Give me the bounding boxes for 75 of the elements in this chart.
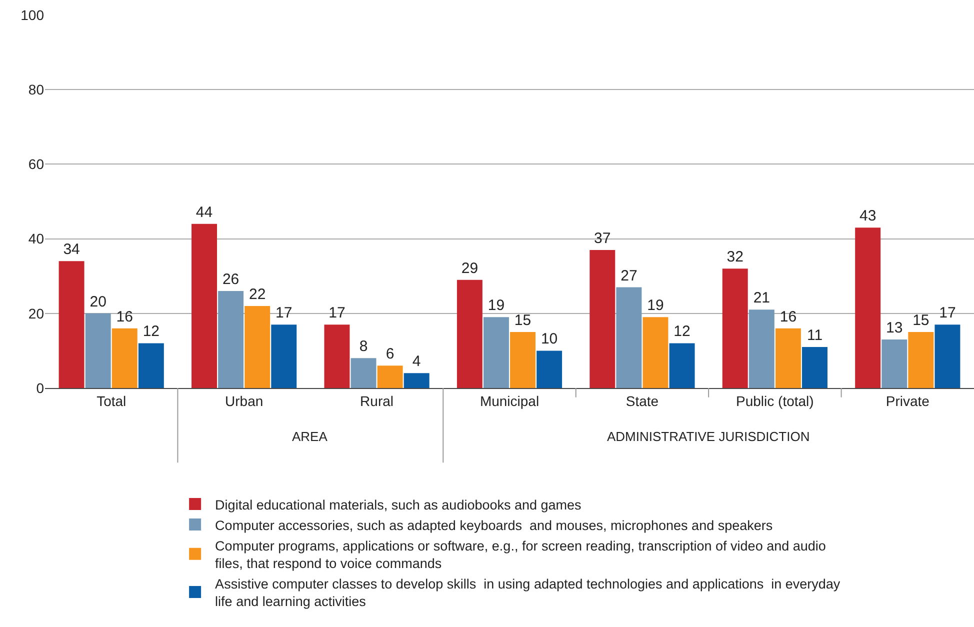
bar <box>669 343 695 388</box>
data-label: 12 <box>142 323 160 340</box>
x-tick-label: Public (total) <box>736 392 814 409</box>
x-tick-label: Urban <box>225 392 264 409</box>
bar <box>590 250 616 388</box>
bar <box>324 324 350 388</box>
data-label: 4 <box>412 353 421 370</box>
x-tick-label: State <box>626 392 659 409</box>
data-label: 15 <box>514 312 532 330</box>
bar <box>218 291 244 388</box>
data-label: 43 <box>859 208 876 225</box>
bar <box>456 280 482 388</box>
bar <box>934 324 960 388</box>
data-label: 29 <box>461 260 478 277</box>
legend-label: Computer programs, applications or software, e.g., for screen reading, transcription of video and audio files, that respond to voice commands <box>215 538 826 571</box>
bar <box>271 324 297 388</box>
data-label: 16 <box>116 308 133 326</box>
bar <box>377 366 403 388</box>
data-label: 44 <box>196 204 213 221</box>
data-label: 26 <box>222 271 240 288</box>
data-label: 19 <box>647 297 664 314</box>
data-label: 17 <box>328 304 346 322</box>
y-tick-label: 100 <box>20 6 44 23</box>
legend-label: Digital educational materials, such as audiobooks and games <box>215 497 582 512</box>
data-label: 19 <box>488 297 505 314</box>
data-label: 34 <box>63 241 80 258</box>
y-tick-label: 60 <box>28 156 44 172</box>
data-label: 27 <box>620 267 638 284</box>
bar <box>775 328 801 388</box>
data-label: 11 <box>806 326 823 344</box>
data-label: 10 <box>540 330 558 348</box>
bar <box>404 373 430 388</box>
y-tick-label: 20 <box>28 305 44 322</box>
data-label: 13 <box>886 320 903 337</box>
bar <box>483 317 509 388</box>
bar <box>536 350 562 388</box>
bar <box>882 340 908 388</box>
bar <box>244 306 270 388</box>
data-label: 20 <box>90 293 106 310</box>
data-label: 21 <box>753 290 770 307</box>
data-label: 17 <box>939 304 956 322</box>
bar <box>748 310 774 388</box>
x-tick-label: Private <box>886 392 930 409</box>
legend-label: Assistive computer classes to develop skills in using adapted technologies and applications in everyday life and learning activities <box>215 576 840 609</box>
bar <box>192 224 217 388</box>
bar <box>85 313 111 388</box>
data-label: 16 <box>780 308 797 326</box>
bar <box>802 346 828 388</box>
bar <box>908 332 934 388</box>
y-tick-label: 0 <box>36 380 44 396</box>
y-tick-label: 80 <box>28 82 44 98</box>
x-tick-label: Total <box>96 392 126 409</box>
data-label: 17 <box>276 304 292 322</box>
bar <box>138 343 164 388</box>
bar <box>722 268 748 388</box>
bar <box>642 317 668 388</box>
bar <box>350 358 376 388</box>
bar <box>112 328 138 388</box>
text: ADMINISTRATIVE JURISDICTION <box>607 429 810 444</box>
bar <box>510 332 536 388</box>
data-label: 32 <box>726 248 744 266</box>
data-label: 12 <box>674 323 690 340</box>
bar <box>616 287 642 388</box>
text: AREA <box>292 429 328 444</box>
bar <box>58 261 84 388</box>
data-label: 6 <box>386 346 394 363</box>
legend-label: Computer accessories, such as adapted keyboards and mouses, microphones and speakers <box>215 518 773 533</box>
data-label: 22 <box>248 286 266 303</box>
bar <box>855 228 881 388</box>
x-tick-label: Rural <box>360 392 394 409</box>
data-label: 15 <box>912 312 930 330</box>
data-label: 37 <box>594 230 611 247</box>
data-label: 8 <box>359 338 368 356</box>
y-tick-label: 40 <box>28 230 44 247</box>
x-tick-label: Municipal <box>480 392 540 409</box>
